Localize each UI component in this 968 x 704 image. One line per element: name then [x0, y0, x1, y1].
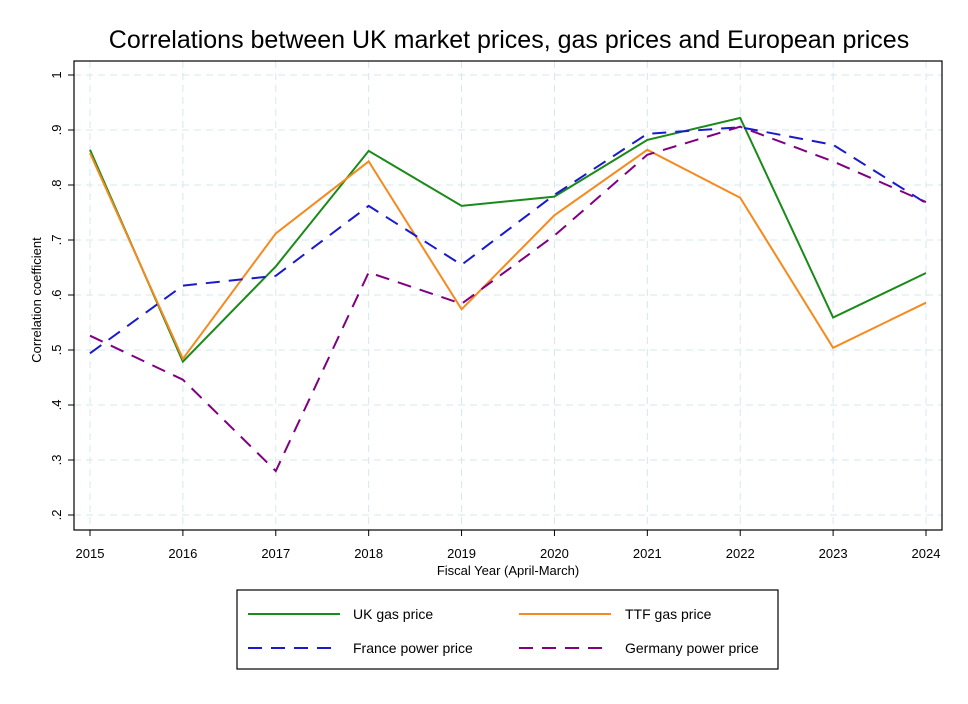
y-tick-label: .4 [49, 400, 64, 411]
y-tick-label: .8 [49, 180, 64, 191]
y-tick-label: .3 [49, 455, 64, 466]
series-line-france-power-price [89, 126, 927, 355]
x-tick-label: 2022 [726, 546, 755, 561]
series-line-ttf-gas-price [89, 148, 927, 361]
legend-label: Germany power price [625, 640, 759, 656]
y-tick-label: .2 [49, 510, 64, 521]
y-axis-title: Correlation coefficient [29, 237, 44, 363]
legend-box [236, 589, 779, 670]
grid-lines [74, 61, 942, 530]
y-tick-label: .6 [49, 290, 64, 301]
x-tick-label: 2020 [540, 546, 569, 561]
x-tick-label: 2019 [447, 546, 476, 561]
series-lines [89, 116, 927, 473]
x-tick-label: 2016 [168, 546, 197, 561]
y-tick-label: .7 [49, 235, 64, 246]
x-axis-title: Fiscal Year (April-March) [437, 563, 579, 578]
x-tick-label: 2021 [633, 546, 662, 561]
x-tick-label: 2018 [354, 546, 383, 561]
legend-label: France power price [353, 640, 473, 656]
x-tick-label: 2015 [76, 546, 105, 561]
x-tick-label: 2024 [912, 546, 941, 561]
chart-title: Correlations between UK market prices, g… [108, 26, 910, 54]
axes: .2 .3 .4 .5 .6 .7 .8 .9 1 2015 2016 2017 2018 2019 202… [49, 60, 943, 561]
legend-label: TTF gas price [625, 606, 712, 622]
series-line-germany-power-price [89, 125, 927, 473]
y-tick-label: 1 [49, 71, 64, 78]
y-tick-label: .9 [49, 125, 64, 136]
legend-label: UK gas price [353, 606, 433, 622]
series-line-uk-gas-price [89, 116, 927, 364]
y-tick-label: .5 [49, 345, 64, 356]
x-tick-label: 2023 [819, 546, 848, 561]
x-tick-label: 2017 [261, 546, 290, 561]
legend: UK gas price TTF gas price France power pr… [236, 589, 779, 670]
